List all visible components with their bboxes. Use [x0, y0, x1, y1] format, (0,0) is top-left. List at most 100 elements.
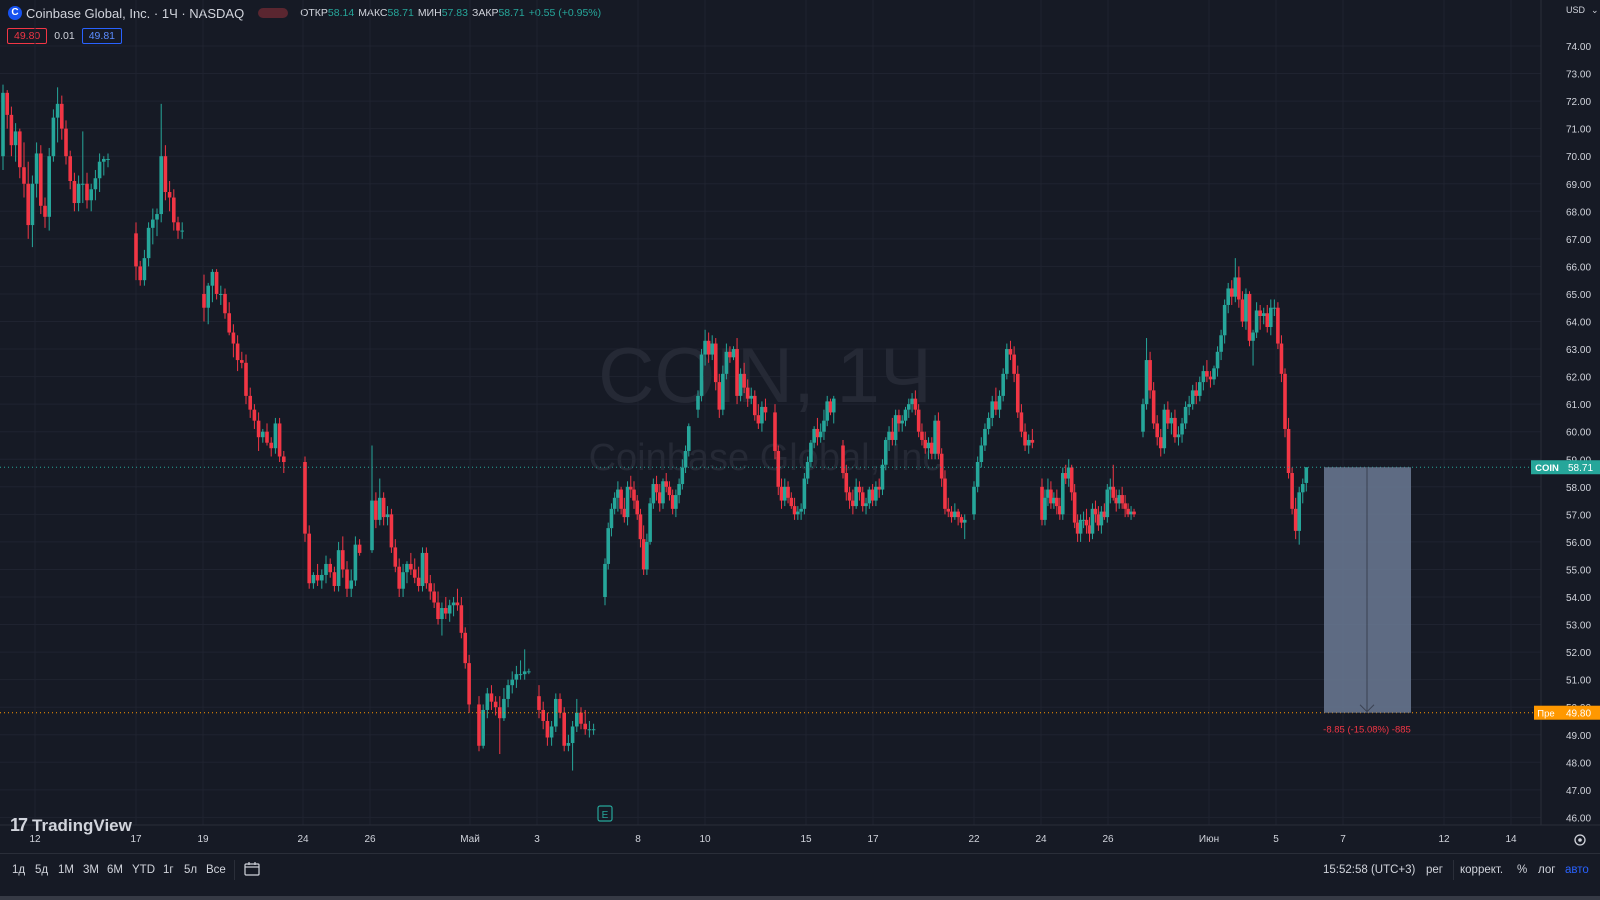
candle-body[interactable] — [870, 489, 875, 501]
candle-body[interactable] — [1297, 492, 1301, 531]
candle-body[interactable] — [1081, 519, 1086, 521]
candle-body[interactable] — [370, 500, 374, 551]
candle-body[interactable] — [943, 478, 947, 509]
candle-body[interactable] — [903, 409, 908, 421]
candle-body[interactable] — [518, 674, 523, 676]
candle-body[interactable] — [1063, 473, 1068, 479]
candle-body[interactable] — [703, 340, 707, 355]
candle-body[interactable] — [1141, 404, 1145, 432]
candle-body[interactable] — [696, 395, 700, 410]
candle-body[interactable] — [1058, 506, 1062, 515]
candle-body[interactable] — [76, 183, 81, 204]
candle-body[interactable] — [1300, 484, 1305, 493]
candle-body[interactable] — [43, 205, 47, 217]
candle-body[interactable] — [1226, 288, 1230, 305]
candle-body[interactable] — [566, 743, 571, 746]
candle-body[interactable] — [975, 462, 980, 487]
candle-body[interactable] — [1276, 307, 1280, 344]
candle-body[interactable] — [920, 431, 924, 440]
range-ytd-button[interactable]: YTD — [132, 864, 155, 876]
candle-body[interactable] — [502, 698, 506, 719]
candle-body[interactable] — [1026, 439, 1031, 446]
candle-body[interactable] — [545, 720, 550, 738]
candle-body[interactable] — [706, 340, 711, 355]
candle-body[interactable] — [401, 572, 405, 589]
candle-body[interactable] — [603, 563, 607, 597]
candle-body[interactable] — [47, 156, 51, 217]
candle-body[interactable] — [146, 227, 151, 259]
candle-body[interactable] — [1233, 277, 1238, 297]
candle-body[interactable] — [864, 503, 868, 507]
candle-body[interactable] — [558, 698, 562, 713]
candle-body[interactable] — [155, 214, 159, 220]
candle-body[interactable] — [463, 632, 468, 664]
candle-body[interactable] — [735, 349, 739, 396]
candle-body[interactable] — [786, 486, 790, 498]
candle-body[interactable] — [616, 489, 620, 498]
candle-body[interactable] — [1066, 467, 1071, 479]
candle-body[interactable] — [467, 663, 471, 705]
candle-body[interactable] — [485, 693, 490, 710]
candle-body[interactable] — [455, 602, 460, 606]
candle-body[interactable] — [990, 401, 995, 418]
candle-body[interactable] — [1078, 519, 1083, 534]
candle-body[interactable] — [825, 401, 830, 421]
candle-body[interactable] — [1155, 423, 1159, 438]
candle-body[interactable] — [1265, 313, 1270, 328]
candle-body[interactable] — [997, 395, 1002, 410]
candle-body[interactable] — [1244, 293, 1248, 322]
candle-body[interactable] — [527, 671, 531, 673]
candle-body[interactable] — [374, 500, 378, 520]
candle-body[interactable] — [349, 580, 353, 589]
candle-body[interactable] — [102, 158, 106, 162]
candle-body[interactable] — [1219, 335, 1223, 352]
candle-body[interactable] — [661, 481, 665, 504]
candle-body[interactable] — [854, 486, 858, 507]
candle-body[interactable] — [1001, 373, 1005, 396]
candle-body[interactable] — [1222, 304, 1227, 336]
candle-body[interactable] — [159, 156, 163, 215]
candle-body[interactable] — [1040, 486, 1044, 520]
candle-body[interactable] — [22, 167, 26, 184]
candle-body[interactable] — [956, 511, 960, 518]
candle-body[interactable] — [1015, 373, 1020, 413]
adjust-toggle[interactable]: коррект. — [1460, 864, 1504, 876]
candle-body[interactable] — [654, 484, 659, 493]
buy-button[interactable]: 49.81 — [81, 28, 122, 44]
candle-body[interactable] — [575, 712, 579, 727]
candle-body[interactable] — [303, 462, 307, 534]
candle-body[interactable] — [39, 153, 43, 206]
candle-body[interactable] — [1286, 428, 1291, 474]
candle-body[interactable] — [1208, 376, 1213, 380]
candle-body[interactable] — [674, 495, 678, 509]
candle-body[interactable] — [180, 230, 184, 232]
candle-body[interactable] — [231, 332, 236, 344]
candle-body[interactable] — [265, 431, 269, 443]
candle-body[interactable] — [632, 489, 636, 501]
candle-body[interactable] — [792, 506, 797, 515]
candle-body[interactable] — [1090, 508, 1095, 534]
candle-body[interactable] — [1012, 354, 1016, 374]
candle-body[interactable] — [1304, 467, 1309, 483]
candle-body[interactable] — [424, 552, 429, 584]
candle-body[interactable] — [1023, 431, 1027, 446]
candle-body[interactable] — [85, 183, 89, 201]
candle-body[interactable] — [416, 577, 421, 586]
candle-body[interactable] — [68, 156, 72, 181]
candle-body[interactable] — [972, 486, 976, 515]
candle-body[interactable] — [541, 709, 545, 721]
candle-body[interactable] — [906, 404, 911, 410]
candle-body[interactable] — [664, 481, 669, 487]
candle-body[interactable] — [890, 431, 895, 440]
candle-body[interactable] — [389, 514, 394, 548]
candle-body[interactable] — [738, 373, 743, 396]
range-all-button[interactable]: Все — [206, 864, 226, 876]
candle-body[interactable] — [1269, 307, 1273, 328]
range-1d-button[interactable]: 1д — [12, 864, 26, 876]
candle-body[interactable] — [724, 351, 729, 374]
candle-body[interactable] — [802, 478, 807, 509]
candle-body[interactable] — [1087, 525, 1092, 534]
candle-body[interactable] — [60, 103, 64, 129]
symbol-title[interactable]: Coinbase Global, Inc. · 1Ч · NASDAQ — [26, 5, 245, 21]
candle-body[interactable] — [1132, 511, 1136, 515]
